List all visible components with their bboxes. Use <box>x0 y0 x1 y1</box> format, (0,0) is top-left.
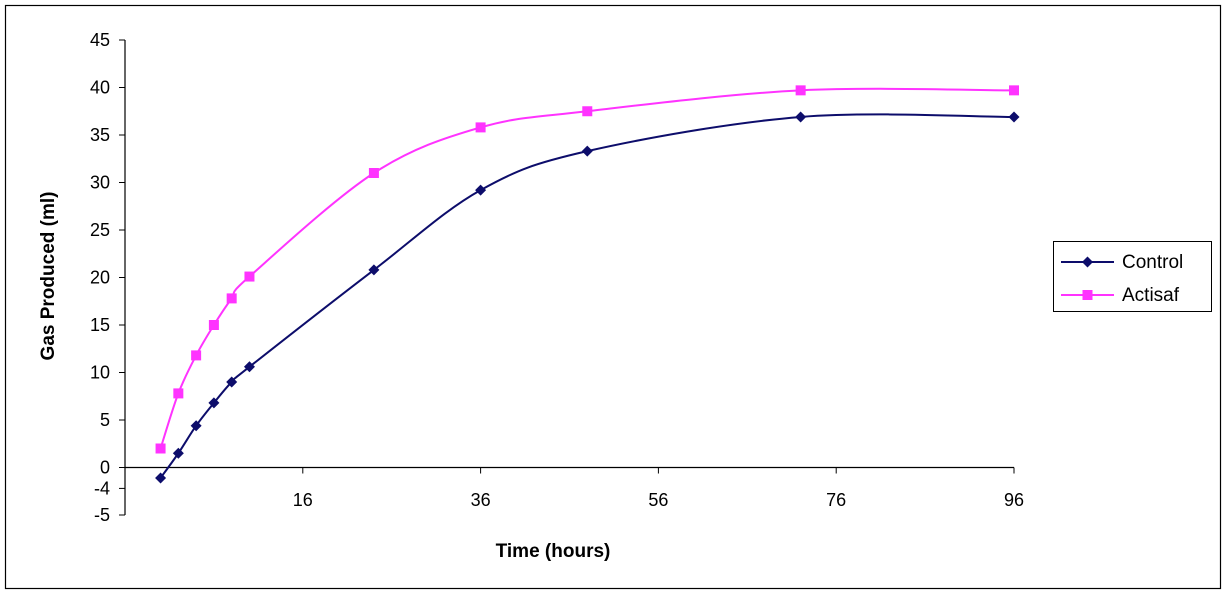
y-tick-label: 15 <box>90 315 110 335</box>
chart-frame <box>4 4 1222 590</box>
data-point-actisaf <box>368 168 379 178</box>
legend-marker-control <box>1082 256 1093 268</box>
legend-marker-actisaf <box>1082 290 1093 300</box>
y-tick-label: 35 <box>90 125 110 145</box>
legend: Control Actisaf <box>1053 241 1212 312</box>
data-point-actisaf <box>191 350 202 361</box>
x-tick-label: 96 <box>1004 490 1024 510</box>
y-tick-label: 0 <box>100 458 110 478</box>
legend-label-control: Control <box>1122 252 1183 273</box>
x-tick-label: 16 <box>293 490 313 510</box>
legend-box <box>1053 241 1212 312</box>
data-point-control <box>581 145 593 157</box>
data-point-control <box>795 111 807 123</box>
data-point-control <box>155 472 167 484</box>
data-point-actisaf <box>795 85 806 96</box>
x-tick-label: 36 <box>471 490 491 510</box>
y-tick-label: 40 <box>90 78 110 98</box>
y-tick-label: -5 <box>94 505 110 525</box>
y-tick-label: -4 <box>94 478 110 498</box>
x-tick-label: 56 <box>648 490 668 510</box>
x-tick-label: 76 <box>826 490 846 510</box>
data-point-actisaf <box>244 271 255 282</box>
y-tick-label: 30 <box>90 173 110 193</box>
y-tick-label: 45 <box>90 30 110 50</box>
data-point-actisaf <box>226 293 237 304</box>
y-tick-label: 5 <box>100 410 110 430</box>
data-point-control <box>208 397 220 409</box>
y-tick-label: 25 <box>90 220 110 240</box>
data-point-actisaf <box>208 320 219 330</box>
data-point-actisaf <box>475 122 486 133</box>
x-axis-title: Time (hours) <box>496 541 611 562</box>
y-axis-title: Gas Produced (ml) <box>38 192 59 361</box>
data-point-control <box>226 376 238 388</box>
y-tick-label: 10 <box>90 363 110 383</box>
y-tick-label: 20 <box>90 268 110 288</box>
data-point-actisaf <box>1009 85 1019 96</box>
data-point-actisaf <box>155 443 166 454</box>
data-point-actisaf <box>173 388 184 399</box>
plot-area: 45 40 35 30 25 20 15 10 5 0-4 -5 16 36 56 76 96 <box>90 30 1024 525</box>
data-point-control <box>190 420 202 432</box>
data-point-actisaf <box>582 106 593 117</box>
data-point-control <box>172 447 184 459</box>
legend-label-actisaf: Actisaf <box>1122 285 1180 306</box>
data-point-control <box>475 184 487 196</box>
data-point-control <box>243 361 255 373</box>
data-point-control <box>368 264 380 276</box>
data-point-control <box>1008 111 1020 123</box>
